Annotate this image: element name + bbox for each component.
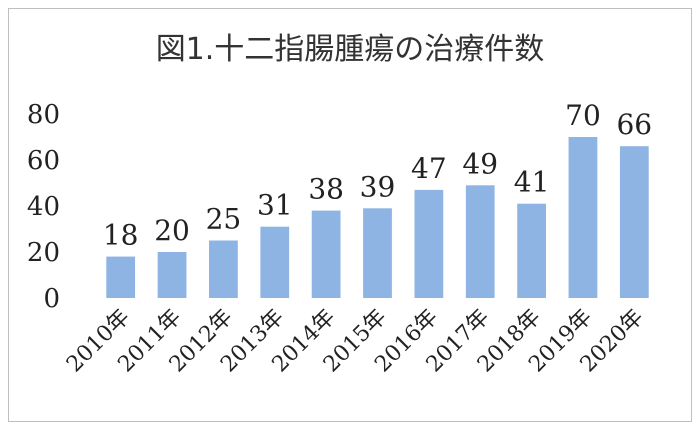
bar [568,137,598,298]
y-tick-label: 60 [27,146,60,176]
bar [260,226,290,298]
data-label: 66 [616,108,652,141]
bar [414,189,444,298]
y-tick-label: 20 [27,238,60,268]
bar [311,210,341,298]
bar [106,256,136,298]
y-tick-label: 0 [43,284,60,314]
y-axis-ticks: 0 20 40 60 80 [27,100,60,314]
bar [363,208,392,298]
data-label: 20 [154,214,190,247]
data-label: 25 [206,203,242,236]
bar [619,146,649,298]
data-label: 49 [462,147,498,180]
data-label: 41 [514,166,550,199]
data-label: 18 [103,219,139,252]
x-axis-labels: 2010年2011年2012年2013年2014年2015年2016年2017年… [62,305,648,378]
chart-title: 図1.十二指腸腫瘍の治療件数 [156,32,545,67]
y-tick-label: 80 [27,100,60,130]
bars-group [106,137,649,298]
data-label: 39 [360,170,396,203]
data-label: 70 [565,99,601,132]
bar [209,240,238,298]
data-label: 31 [257,189,293,222]
bar [157,252,187,298]
y-tick-label: 40 [27,192,60,222]
data-label: 47 [411,152,447,185]
data-label: 38 [308,173,344,206]
bar [517,203,546,298]
data-labels-group: 18 20 25 31 38 39 47 49 41 70 66 [103,99,652,252]
bar [465,185,495,298]
